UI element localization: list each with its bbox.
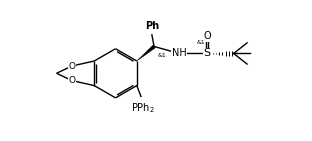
Polygon shape <box>137 45 155 61</box>
Text: O: O <box>68 61 76 70</box>
Text: PPh$_2$: PPh$_2$ <box>131 101 155 115</box>
Text: Ph: Ph <box>145 21 159 31</box>
Text: S: S <box>204 49 211 59</box>
Text: O: O <box>68 76 76 85</box>
Text: &1: &1 <box>158 53 166 58</box>
Text: &1: &1 <box>197 40 205 45</box>
Text: NH: NH <box>172 49 187 59</box>
Text: O: O <box>203 31 211 41</box>
